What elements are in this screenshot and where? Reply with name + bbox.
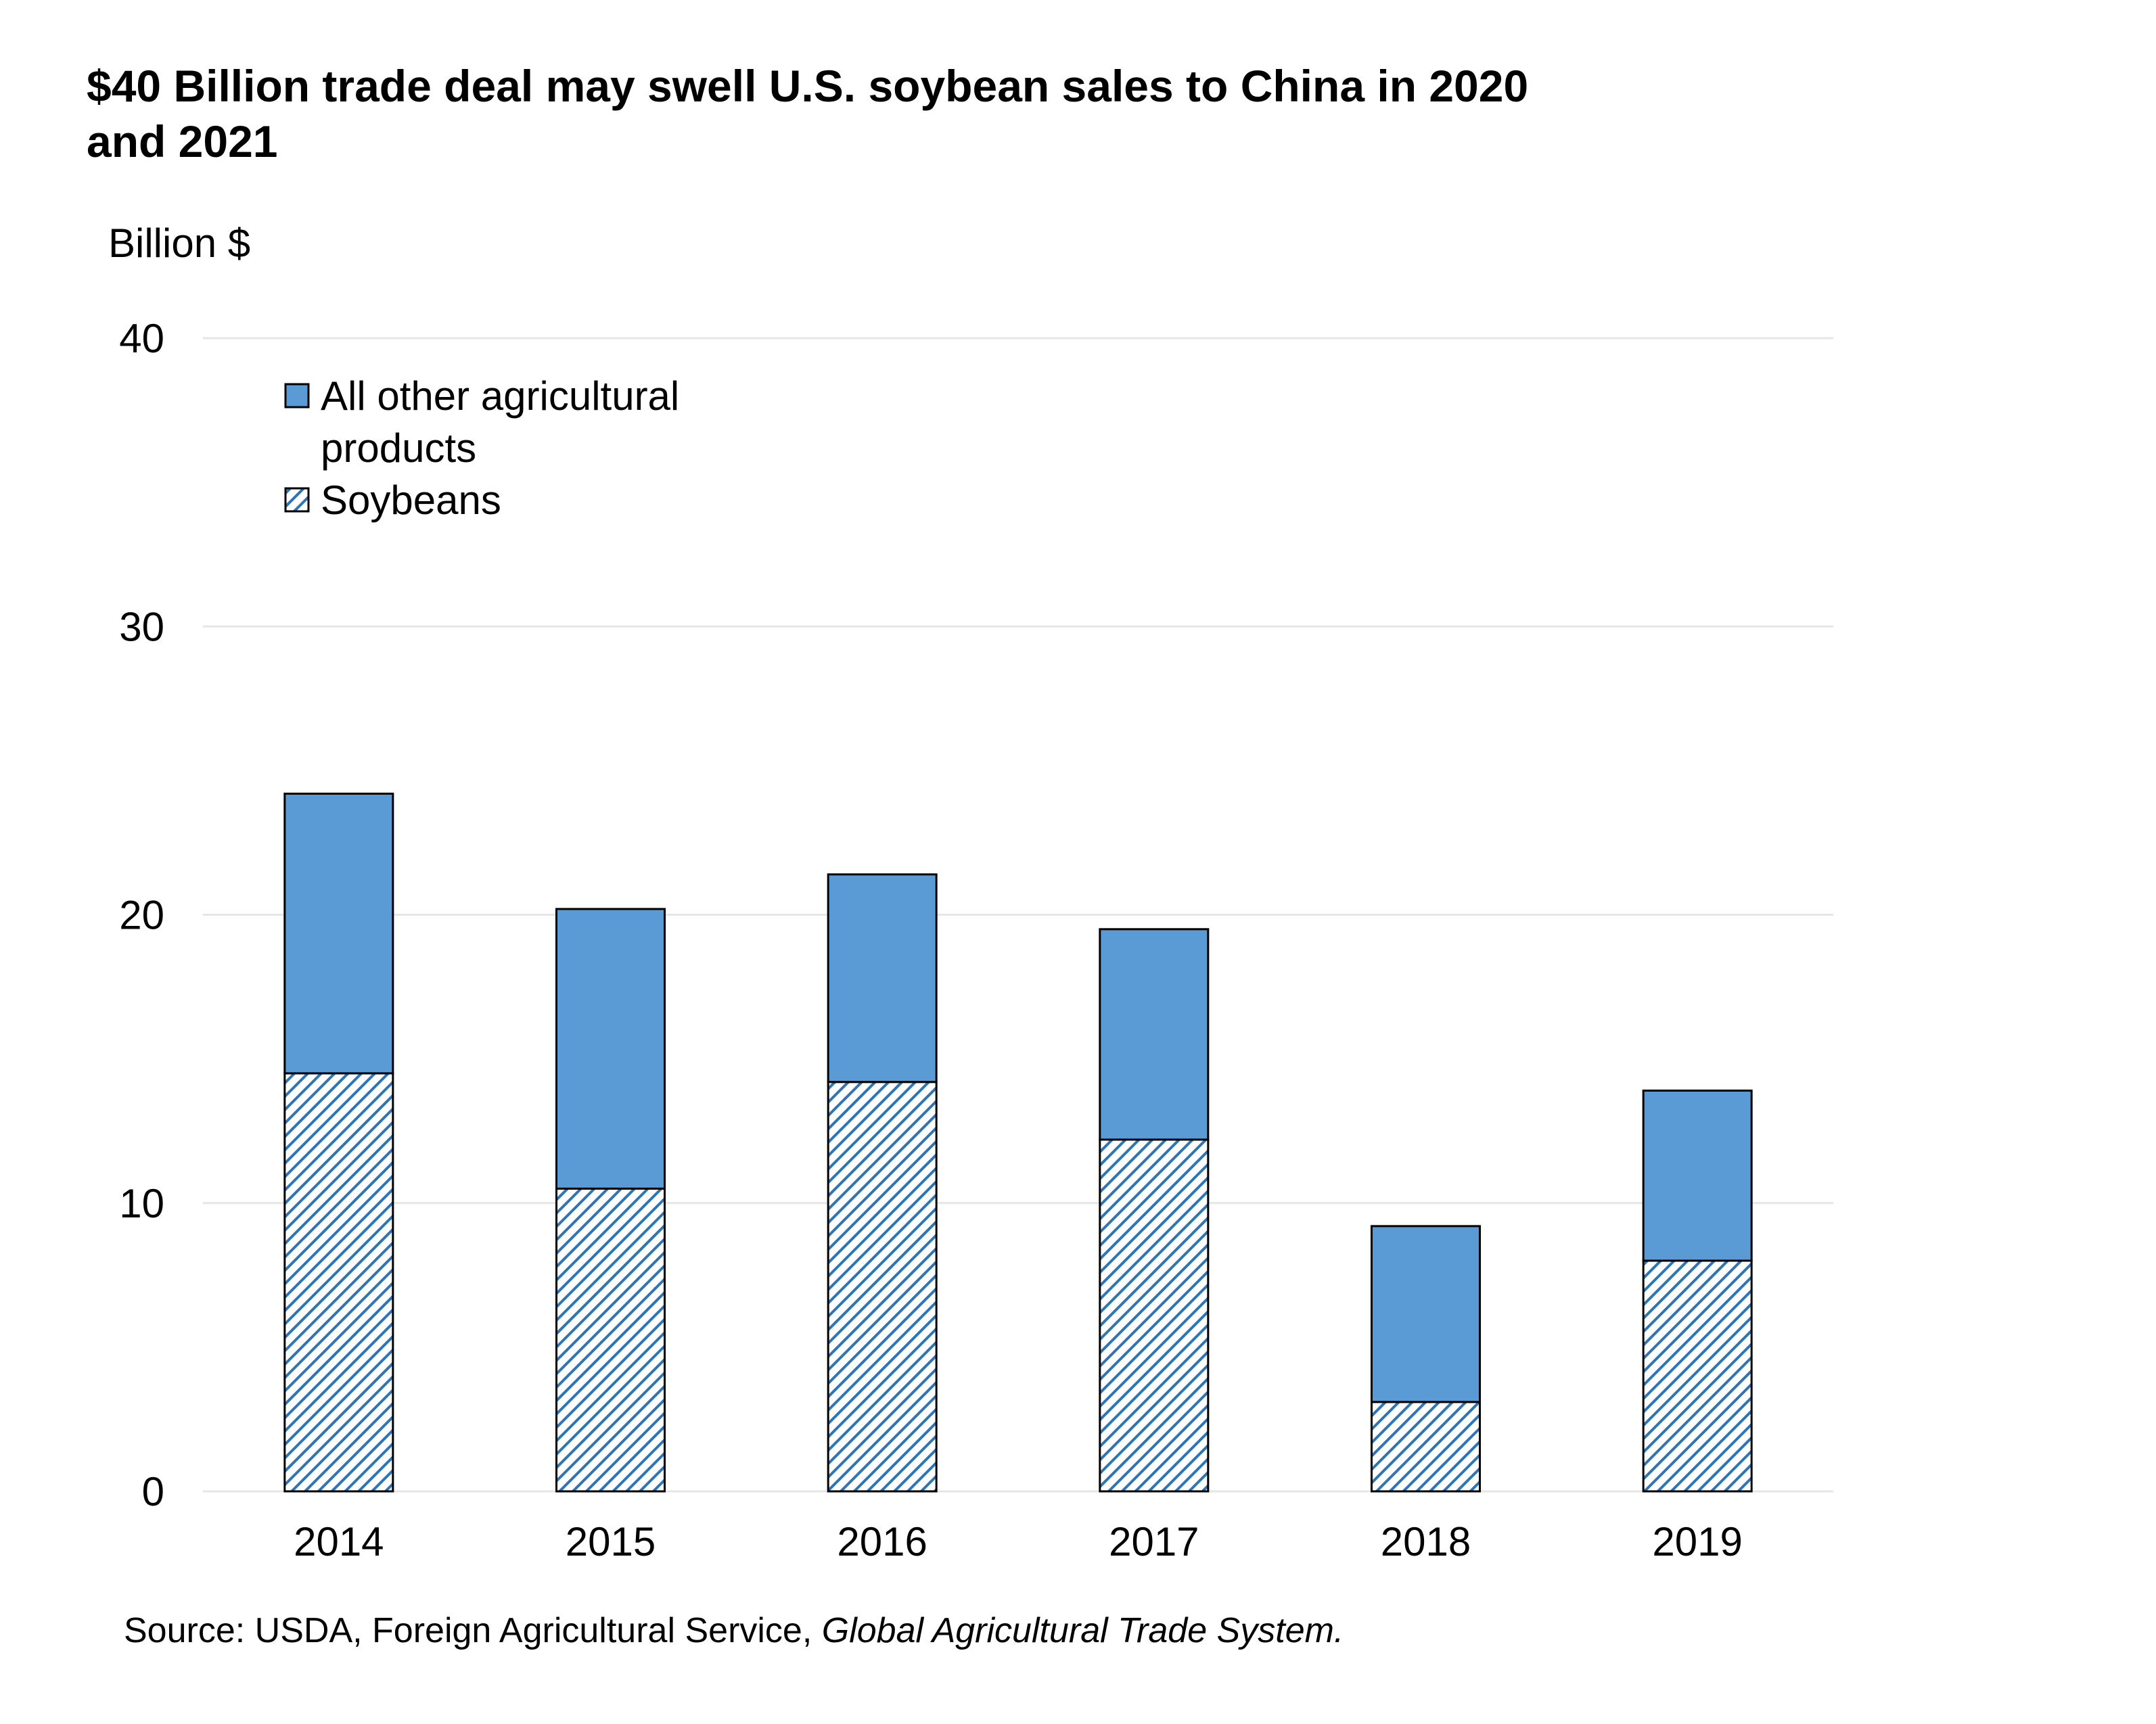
y-tick-label-30: 30 <box>119 604 164 649</box>
bar-soybeans-2019 <box>1642 1259 1753 1493</box>
legend-swatch-soybeans <box>284 487 310 513</box>
source-italic: Global Agricultural Trade System. <box>822 1611 1344 1650</box>
chart-title-line-2: and 2021 <box>87 116 278 166</box>
bar-soybeans-2016 <box>827 1081 938 1493</box>
bar-soybeans-2017 <box>1099 1138 1210 1493</box>
bar-other-2018 <box>1371 1225 1481 1403</box>
bars <box>283 792 1753 1493</box>
legend-label-other-line-1: All other agricultural <box>321 373 679 419</box>
bar-soybeans-2018 <box>1371 1401 1481 1493</box>
source-note: Source: USDA, Foreign Agricultural Servi… <box>124 1611 1344 1650</box>
source-prefix: Source: USDA, Foreign Agricultural Servi… <box>124 1611 822 1650</box>
x-tick-label-2016: 2016 <box>837 1519 927 1564</box>
x-tick-label-2014: 2014 <box>294 1519 384 1564</box>
legend-swatch-other <box>284 383 310 409</box>
x-tick-label-2018: 2018 <box>1381 1519 1471 1564</box>
y-axis-ticks: 0 10 20 30 40 <box>119 316 164 1514</box>
bar-soybeans-2015 <box>555 1187 666 1493</box>
y-tick-label-20: 20 <box>119 893 164 938</box>
y-axis-unit-label: Billion $ <box>108 220 250 266</box>
y-tick-label-10: 10 <box>119 1181 164 1226</box>
bar-other-2014 <box>283 792 394 1075</box>
x-tick-label-2015: 2015 <box>566 1519 656 1564</box>
legend: All other agricultural products Soybeans <box>284 373 679 523</box>
x-tick-label-2019: 2019 <box>1652 1519 1742 1564</box>
bar-other-2015 <box>555 908 666 1190</box>
y-tick-label-40: 40 <box>119 316 164 361</box>
x-tick-label-2017: 2017 <box>1109 1519 1199 1564</box>
gridlines <box>203 337 1833 1493</box>
bar-other-2017 <box>1099 928 1210 1141</box>
y-tick-label-0: 0 <box>142 1469 164 1514</box>
chart-title-line-1: $40 Billion trade deal may swell U.S. so… <box>87 61 1528 111</box>
legend-label-soybeans: Soybeans <box>321 477 501 523</box>
legend-label-other-line-2: products <box>321 425 476 471</box>
bar-other-2019 <box>1642 1090 1753 1262</box>
x-axis-ticks: 2014 2015 2016 2017 2018 2019 <box>294 1519 1743 1564</box>
bar-soybeans-2014 <box>283 1072 394 1493</box>
bar-other-2016 <box>827 873 938 1084</box>
